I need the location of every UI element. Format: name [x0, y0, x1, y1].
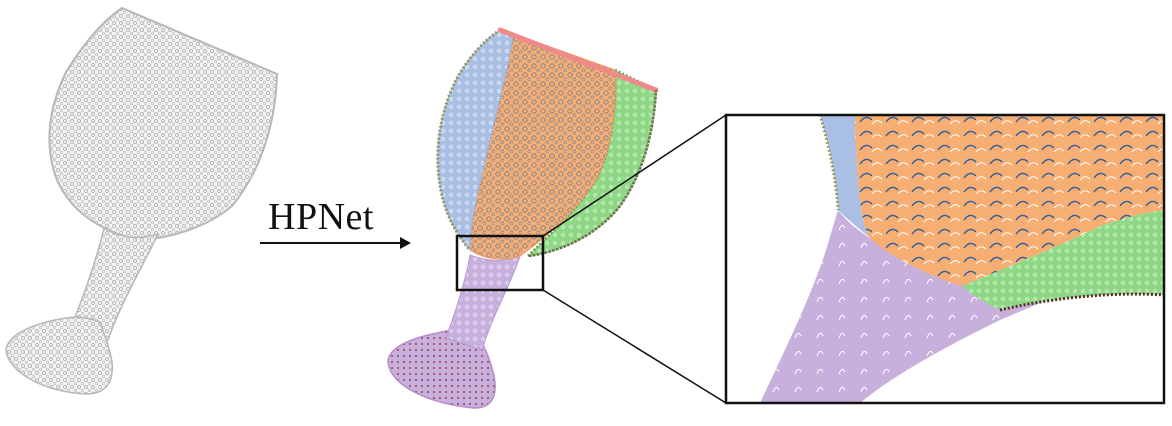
arrow-label: HPNet	[268, 196, 374, 238]
zoom-frame	[724, 113, 1166, 405]
segmented-point-cloud	[387, 27, 659, 409]
transform-arrow	[260, 237, 411, 249]
input-point-cloud	[5, 6, 279, 395]
zoomed-detail-panel	[726, 115, 1164, 403]
zoom-source-box	[455, 234, 545, 292]
zoom-connector-lines	[542, 114, 727, 404]
